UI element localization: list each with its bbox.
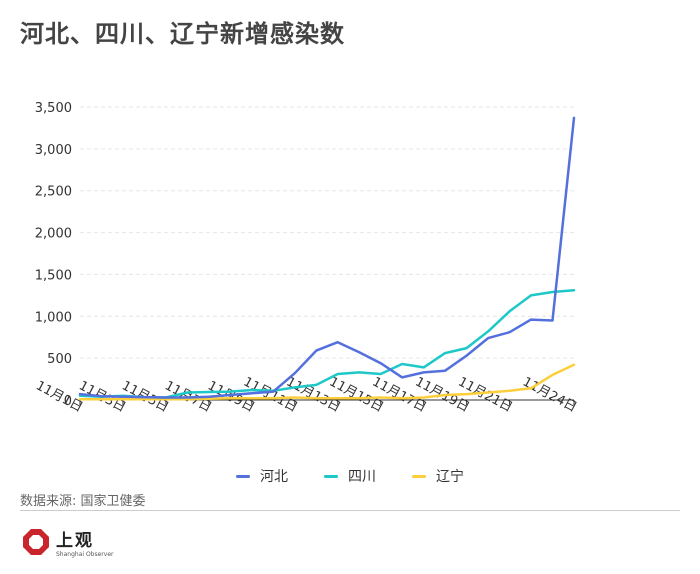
- legend-label-sichuan: 四川: [348, 469, 376, 485]
- chart-title: 河北、四川、辽宁新增感染数: [20, 20, 345, 48]
- legend-swatch-hebei: [236, 474, 250, 478]
- legend-item-sichuan[interactable]: 四川: [324, 466, 376, 486]
- logo-subtitle: Shanghai Observer: [56, 551, 114, 558]
- legend: 河北 四川 辽宁: [0, 466, 700, 486]
- logo-name: 上观: [56, 531, 94, 551]
- legend-item-hebei[interactable]: 河北: [236, 466, 288, 486]
- series-lines: [78, 116, 576, 401]
- x-tick-label: 11月1日: [33, 378, 85, 415]
- y-tick-label: 2,000: [35, 227, 72, 242]
- y-tick-label: 0: [64, 394, 72, 409]
- y-tick-label: 2,500: [35, 185, 72, 200]
- y-tick-label: 500: [47, 352, 72, 367]
- logo-mark-icon: [23, 529, 49, 555]
- y-tick-label: 3,000: [35, 143, 72, 158]
- data-source: 数据来源: 国家卫健委: [20, 494, 146, 509]
- legend-label-liaoning: 辽宁: [436, 469, 464, 485]
- legend-label-hebei: 河北: [260, 469, 288, 485]
- legend-swatch-liaoning: [412, 474, 426, 478]
- x-tick-label: 11月24日: [520, 375, 579, 416]
- y-tick-label: 1,000: [35, 310, 72, 325]
- logo[interactable]: 上观 Shanghai Observer: [22, 526, 113, 558]
- y-tick-label: 1,500: [35, 268, 72, 283]
- y-axis: 0 500 1,000 1,500 2,000 2,500 3,000 3,500: [35, 101, 72, 409]
- series-line-2: [78, 363, 576, 401]
- y-tick-label: 3,500: [35, 101, 72, 116]
- series-line-1: [78, 289, 576, 399]
- legend-swatch-sichuan: [324, 474, 338, 478]
- legend-item-liaoning[interactable]: 辽宁: [412, 466, 464, 486]
- series-line-0: [78, 116, 576, 399]
- divider: [20, 510, 680, 511]
- grid: [80, 106, 574, 359]
- line-chart: 0 500 1,000 1,500 2,000 2,500 3,000 3,500 11月1日…: [33, 101, 579, 416]
